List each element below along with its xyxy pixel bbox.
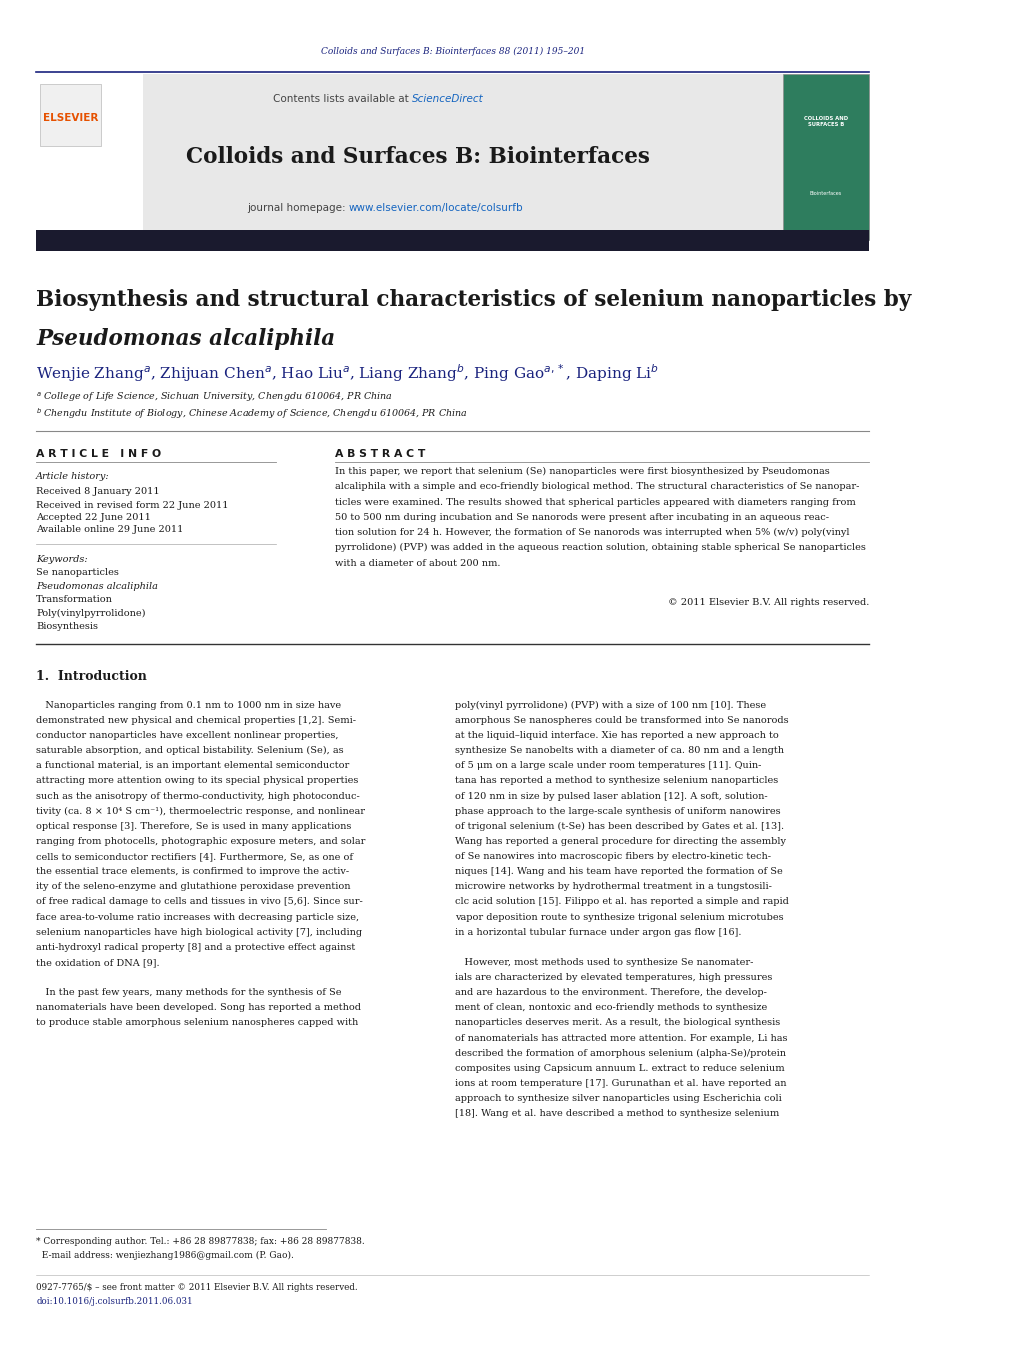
Text: tion solution for 24 h. However, the formation of Se nanorods was interrupted wh: tion solution for 24 h. However, the for… — [335, 528, 849, 538]
Text: * Corresponding author. Tel.: +86 28 89877838; fax: +86 28 89877838.: * Corresponding author. Tel.: +86 28 898… — [36, 1238, 364, 1246]
Text: Biosynthesis: Biosynthesis — [36, 623, 98, 631]
Text: poly(vinyl pyrrolidone) (PVP) with a size of 100 nm [10]. These: poly(vinyl pyrrolidone) (PVP) with a siz… — [455, 701, 767, 709]
Text: niques [14]. Wang and his team have reported the formation of Se: niques [14]. Wang and his team have repo… — [455, 867, 783, 877]
Text: microwire networks by hydrothermal treatment in a tungstosili-: microwire networks by hydrothermal treat… — [455, 882, 772, 892]
Text: with a diameter of about 200 nm.: with a diameter of about 200 nm. — [335, 558, 500, 567]
Text: ELSEVIER: ELSEVIER — [43, 112, 98, 123]
Text: face area-to-volume ratio increases with decreasing particle size,: face area-to-volume ratio increases with… — [36, 912, 359, 921]
Text: described the formation of amorphous selenium (alpha-Se)/protein: described the formation of amorphous sel… — [455, 1048, 786, 1058]
Text: conductor nanoparticles have excellent nonlinear properties,: conductor nanoparticles have excellent n… — [36, 731, 339, 740]
Text: Keywords:: Keywords: — [36, 555, 88, 563]
Text: of free radical damage to cells and tissues in vivo [5,6]. Since sur-: of free radical damage to cells and tiss… — [36, 897, 362, 907]
Text: the oxidation of DNA [9].: the oxidation of DNA [9]. — [36, 958, 160, 967]
Text: ity of the seleno-enzyme and glutathione peroxidase prevention: ity of the seleno-enzyme and glutathione… — [36, 882, 351, 892]
Text: Se nanoparticles: Se nanoparticles — [36, 569, 119, 577]
Text: [18]. Wang et al. have described a method to synthesize selenium: [18]. Wang et al. have described a metho… — [455, 1109, 780, 1119]
Text: amorphous Se nanospheres could be transformed into Se nanorods: amorphous Se nanospheres could be transf… — [455, 716, 789, 725]
Text: A B S T R A C T: A B S T R A C T — [335, 449, 426, 459]
Text: Pseudomonas alcaliphila: Pseudomonas alcaliphila — [36, 328, 335, 350]
Text: A R T I C L E   I N F O: A R T I C L E I N F O — [36, 449, 161, 459]
Text: Received 8 January 2011: Received 8 January 2011 — [36, 488, 160, 496]
Text: of nanomaterials has attracted more attention. For example, Li has: of nanomaterials has attracted more atte… — [455, 1034, 788, 1043]
Text: nanoparticles deserves merit. As a result, the biological synthesis: nanoparticles deserves merit. As a resul… — [455, 1019, 781, 1028]
Text: 1.  Introduction: 1. Introduction — [36, 670, 147, 684]
Text: In the past few years, many methods for the synthesis of Se: In the past few years, many methods for … — [36, 988, 342, 997]
FancyBboxPatch shape — [783, 74, 869, 240]
Text: approach to synthesize silver nanoparticles using Escherichia coli: approach to synthesize silver nanopartic… — [455, 1094, 782, 1104]
Text: of 120 nm in size by pulsed laser ablation [12]. A soft, solution-: of 120 nm in size by pulsed laser ablati… — [455, 792, 768, 801]
Text: such as the anisotropy of thermo-conductivity, high photoconduc-: such as the anisotropy of thermo-conduct… — [36, 792, 360, 801]
Text: nanomaterials have been developed. Song has reported a method: nanomaterials have been developed. Song … — [36, 1004, 361, 1012]
Text: phase approach to the large-scale synthesis of uniform nanowires: phase approach to the large-scale synthe… — [455, 807, 781, 816]
Text: Colloids and Surfaces B: Biointerfaces 88 (2011) 195–201: Colloids and Surfaces B: Biointerfaces 8… — [321, 47, 585, 55]
Text: a functional material, is an important elemental semiconductor: a functional material, is an important e… — [36, 761, 349, 770]
Text: synthesize Se nanobelts with a diameter of ca. 80 nm and a length: synthesize Se nanobelts with a diameter … — [455, 746, 784, 755]
Text: of Se nanowires into macroscopic fibers by electro-kinetic tech-: of Se nanowires into macroscopic fibers … — [455, 852, 772, 861]
Text: ment of clean, nontoxic and eco-friendly methods to synthesize: ment of clean, nontoxic and eco-friendly… — [455, 1004, 768, 1012]
Text: saturable absorption, and optical bistability. Selenium (Se), as: saturable absorption, and optical bistab… — [36, 746, 344, 755]
Text: at the liquid–liquid interface. Xie has reported a new approach to: at the liquid–liquid interface. Xie has … — [455, 731, 779, 740]
Text: Received in revised form 22 June 2011: Received in revised form 22 June 2011 — [36, 501, 229, 509]
Text: Contents lists available at: Contents lists available at — [273, 93, 411, 104]
Text: ranging from photocells, photographic exposure meters, and solar: ranging from photocells, photographic ex… — [36, 836, 366, 846]
Text: vapor deposition route to synthesize trigonal selenium microtubes: vapor deposition route to synthesize tri… — [455, 912, 784, 921]
Text: Transformation: Transformation — [36, 596, 113, 604]
Text: journal homepage:: journal homepage: — [247, 203, 348, 213]
Text: Wang has reported a general procedure for directing the assembly: Wang has reported a general procedure fo… — [455, 836, 786, 846]
Text: optical response [3]. Therefore, Se is used in many applications: optical response [3]. Therefore, Se is u… — [36, 821, 351, 831]
Text: Wenjie Zhang$^{a}$, Zhijuan Chen$^{a}$, Hao Liu$^{a}$, Liang Zhang$^{b}$, Ping G: Wenjie Zhang$^{a}$, Zhijuan Chen$^{a}$, … — [36, 362, 660, 384]
Text: demonstrated new physical and chemical properties [1,2]. Semi-: demonstrated new physical and chemical p… — [36, 716, 356, 725]
Text: composites using Capsicum annuum L. extract to reduce selenium: composites using Capsicum annuum L. extr… — [455, 1063, 785, 1073]
Text: $^{a}$ College of Life Science, Sichuan University, Chengdu 610064, PR China: $^{a}$ College of Life Science, Sichuan … — [36, 390, 393, 404]
Text: tana has reported a method to synthesize selenium nanoparticles: tana has reported a method to synthesize… — [455, 777, 779, 785]
Text: tivity (ca. 8 × 10⁴ S cm⁻¹), thermoelectric response, and nonlinear: tivity (ca. 8 × 10⁴ S cm⁻¹), thermoelect… — [36, 807, 366, 816]
Text: COLLOIDS AND
SURFACES B: COLLOIDS AND SURFACES B — [804, 116, 847, 127]
Text: E-mail address: wenjiezhang1986@gmail.com (P. Gao).: E-mail address: wenjiezhang1986@gmail.co… — [36, 1251, 294, 1259]
Text: Biointerfaces: Biointerfaces — [810, 190, 842, 196]
Text: Available online 29 June 2011: Available online 29 June 2011 — [36, 526, 184, 534]
Text: Nanoparticles ranging from 0.1 nm to 1000 nm in size have: Nanoparticles ranging from 0.1 nm to 100… — [36, 701, 341, 709]
Text: of 5 μm on a large scale under room temperatures [11]. Quin-: of 5 μm on a large scale under room temp… — [455, 761, 762, 770]
Text: 0927-7765/$ – see front matter © 2011 Elsevier B.V. All rights reserved.: 0927-7765/$ – see front matter © 2011 El… — [36, 1283, 357, 1292]
Text: the essential trace elements, is confirmed to improve the activ-: the essential trace elements, is confirm… — [36, 867, 349, 877]
Text: of trigonal selenium (t-Se) has been described by Gates et al. [13].: of trigonal selenium (t-Se) has been des… — [455, 821, 784, 831]
FancyBboxPatch shape — [40, 84, 101, 146]
Text: Colloids and Surfaces B: Biointerfaces: Colloids and Surfaces B: Biointerfaces — [187, 146, 650, 168]
Text: However, most methods used to synthesize Se nanomater-: However, most methods used to synthesize… — [455, 958, 753, 967]
Text: attracting more attention owing to its special physical properties: attracting more attention owing to its s… — [36, 777, 358, 785]
Text: selenium nanoparticles have high biological activity [7], including: selenium nanoparticles have high biologi… — [36, 928, 362, 936]
FancyBboxPatch shape — [36, 74, 143, 240]
Text: in a horizontal tubular furnace under argon gas flow [16].: in a horizontal tubular furnace under ar… — [455, 928, 742, 936]
FancyBboxPatch shape — [63, 74, 783, 240]
Text: ions at room temperature [17]. Gurunathan et al. have reported an: ions at room temperature [17]. Gurunatha… — [455, 1079, 787, 1088]
Text: anti-hydroxyl radical property [8] and a protective effect against: anti-hydroxyl radical property [8] and a… — [36, 943, 355, 952]
Text: Article history:: Article history: — [36, 473, 110, 481]
Text: In this paper, we report that selenium (Se) nanoparticles were first biosynthesi: In this paper, we report that selenium (… — [335, 467, 830, 476]
Text: alcaliphila with a simple and eco-friendly biological method. The structural cha: alcaliphila with a simple and eco-friend… — [335, 482, 860, 492]
Text: ScienceDirect: ScienceDirect — [411, 93, 484, 104]
FancyBboxPatch shape — [36, 230, 869, 251]
Text: $^{b}$ Chengdu Institute of Biology, Chinese Academy of Science, Chengdu 610064,: $^{b}$ Chengdu Institute of Biology, Chi… — [36, 407, 468, 420]
Text: Poly(vinylpyrrolidone): Poly(vinylpyrrolidone) — [36, 609, 146, 617]
Text: ials are characterized by elevated temperatures, high pressures: ials are characterized by elevated tempe… — [455, 973, 773, 982]
Text: pyrrolidone) (PVP) was added in the aqueous reaction solution, obtaining stable : pyrrolidone) (PVP) was added in the aque… — [335, 543, 866, 553]
Text: doi:10.1016/j.colsurfb.2011.06.031: doi:10.1016/j.colsurfb.2011.06.031 — [36, 1297, 193, 1305]
Text: to produce stable amorphous selenium nanospheres capped with: to produce stable amorphous selenium nan… — [36, 1019, 358, 1028]
Text: ticles were examined. The results showed that spherical particles appeared with : ticles were examined. The results showed… — [335, 497, 856, 507]
Text: 50 to 500 nm during incubation and Se nanorods were present after incubating in : 50 to 500 nm during incubation and Se na… — [335, 513, 829, 521]
Text: and are hazardous to the environment. Therefore, the develop-: and are hazardous to the environment. Th… — [455, 988, 767, 997]
Text: clc acid solution [15]. Filippo et al. has reported a simple and rapid: clc acid solution [15]. Filippo et al. h… — [455, 897, 789, 907]
Text: Pseudomonas alcaliphila: Pseudomonas alcaliphila — [36, 582, 158, 590]
Text: Biosynthesis and structural characteristics of selenium nanoparticles by: Biosynthesis and structural characterist… — [36, 289, 912, 311]
Text: © 2011 Elsevier B.V. All rights reserved.: © 2011 Elsevier B.V. All rights reserved… — [668, 598, 869, 607]
Text: cells to semiconductor rectifiers [4]. Furthermore, Se, as one of: cells to semiconductor rectifiers [4]. F… — [36, 852, 353, 861]
Text: www.elsevier.com/locate/colsurfb: www.elsevier.com/locate/colsurfb — [348, 203, 523, 213]
Text: Accepted 22 June 2011: Accepted 22 June 2011 — [36, 513, 151, 521]
